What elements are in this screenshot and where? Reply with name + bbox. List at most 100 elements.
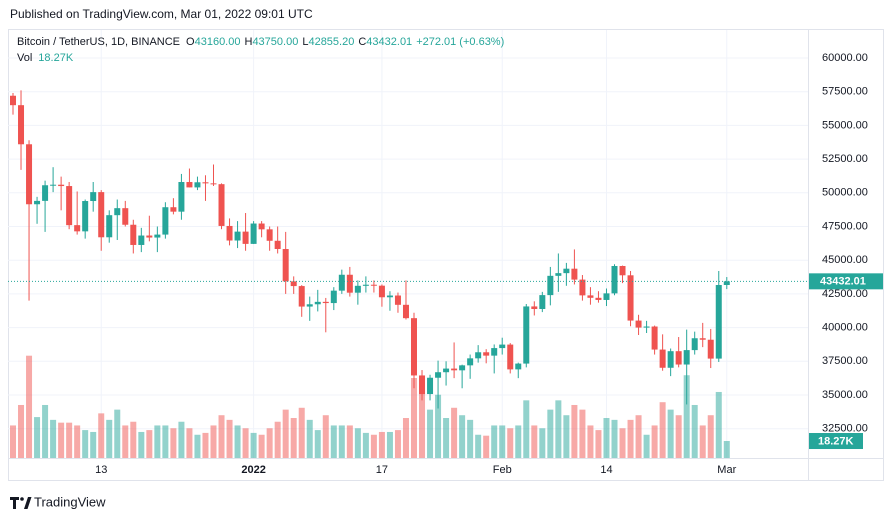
candle-body [451,368,458,371]
volume-bar [491,425,498,458]
volume-bar [435,394,442,458]
candle-body [699,338,706,340]
candle-body [218,184,225,226]
y-tick-label: 45000.00 [822,254,868,266]
candle-body [242,231,249,244]
y-tick-label: 32500.00 [822,423,868,435]
candle-body [723,281,730,285]
volume-bar [266,428,273,458]
y-tick-label: 37500.00 [822,355,868,367]
volume-bar [402,418,409,458]
candle-body [306,304,313,307]
volume-bar [306,419,313,458]
candle-body [122,208,129,225]
candle-body [507,344,514,370]
candle-body [290,281,297,287]
volume-bar [74,425,81,458]
volume-legend: Vol 18.27K [17,52,74,64]
candle-body [74,225,81,232]
y-tick-label: 50000.00 [822,187,868,199]
candle-body [683,350,690,365]
published-note: Published on TradingView.com, Mar 01, 20… [10,7,313,21]
volume-bar [539,428,546,458]
volume-bar [234,425,241,458]
volume-bar [226,419,233,458]
candle-body [691,338,698,351]
volume-bar [66,422,73,458]
volume-bar [603,418,610,458]
volume-bar [459,415,466,458]
x-tick-label: Mar [717,464,736,476]
candle-body [330,290,337,304]
last-price-label: 43432.01 [820,276,866,288]
volume-bar [186,428,193,458]
candle-body [42,185,49,201]
volume-bar [362,432,369,458]
volume-bar [210,425,217,458]
candle-body [402,304,409,319]
candle-body [579,279,586,296]
y-tick-label: 35000.00 [822,389,868,401]
volume-bar [515,425,522,458]
volume-bar [635,415,642,458]
volume-bar [619,428,626,458]
volume-bar [699,425,706,458]
candle-body [346,274,353,293]
volume-name: Vol [17,52,32,64]
volume-bar [194,434,201,458]
volume-bar [531,425,538,458]
volume-bar [627,419,634,458]
candle-body [467,358,474,366]
volume-bar [378,431,385,458]
candle-body [635,320,642,328]
candle-body [386,295,393,298]
candle-body [483,352,490,356]
legend: Bitcoin / TetherUS, 1D, BINANCE O43160.00… [17,36,504,48]
volume-bar [579,409,586,458]
volume-bar [675,415,682,458]
candle-body [515,363,522,370]
volume-bar [587,425,594,458]
volume-bar [130,421,137,458]
volume-bar [394,430,401,458]
volume-bar [98,413,105,458]
volume-bar [643,434,650,458]
candle-body [611,265,618,294]
volume-bar [10,425,16,458]
candle-body [274,240,281,250]
candle-body [322,301,329,304]
candle-body [106,215,113,238]
x-tick-label: 14 [600,464,612,476]
volume-bar [707,415,714,458]
candle-body [563,268,570,274]
volume-bar [106,419,113,458]
candle-body [643,326,650,328]
candle-body [66,186,73,226]
legend-key: O [186,36,195,48]
candle-body [659,349,666,368]
y-tick-label: 40000.00 [822,322,868,334]
candle-body [491,348,498,356]
volume-bar [322,415,329,458]
candle-body [667,351,674,368]
candle-body [419,375,426,395]
volume-bar [122,425,129,458]
volume-bar [330,425,337,458]
footer-logo [10,497,32,509]
volume-bar [250,432,257,458]
candle-body [18,105,25,145]
legend-change: +272.01 (+0.63%) [416,36,504,48]
volume-bar [451,407,458,458]
volume-bar [58,422,65,458]
volume-bar [427,409,434,458]
volume-bar [242,428,249,458]
candle-body [354,285,361,293]
volume-bar [683,375,690,458]
volume-bar [26,355,33,458]
volume-bar [547,409,554,458]
candle-body [82,201,89,232]
candle-body [443,368,450,373]
candle-body [539,295,546,309]
candle-body [26,144,33,205]
candle-body [202,182,209,184]
